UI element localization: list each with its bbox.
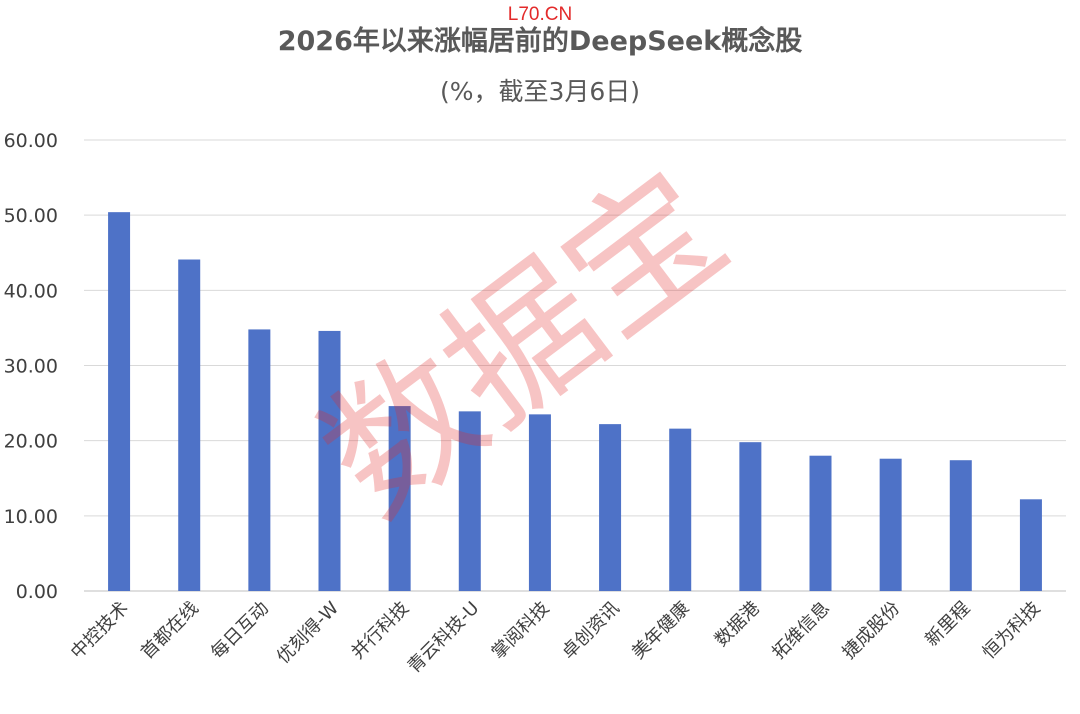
chart-title: 2026年以来涨幅居前的DeepSeek概念股 <box>278 25 803 57</box>
bar <box>599 424 622 591</box>
y-tick-label: 0.00 <box>16 581 58 603</box>
x-tick-label: 中控技术 <box>67 598 133 664</box>
y-tick-label: 20.00 <box>4 431 58 453</box>
x-tick-label: 恒为科技 <box>979 598 1045 664</box>
bar <box>388 406 411 591</box>
y-tick-label: 30.00 <box>4 356 58 378</box>
bar <box>458 411 481 591</box>
bar <box>178 259 201 591</box>
bar <box>528 414 551 591</box>
x-tick-label: 首都在线 <box>137 598 203 664</box>
x-tick-label: 青云科技-U <box>404 598 484 678</box>
x-tick-label: 掌阅科技 <box>488 598 554 664</box>
bar <box>1019 499 1042 591</box>
x-tick-label: 拓维信息 <box>768 598 834 664</box>
bar <box>318 330 341 591</box>
bar <box>248 329 271 591</box>
x-tick-label: 每日互动 <box>207 598 273 664</box>
y-tick-label: 60.00 <box>4 130 58 152</box>
y-tick-label: 40.00 <box>4 280 58 302</box>
y-tick-label: 10.00 <box>4 506 58 528</box>
gridlines <box>84 139 1066 592</box>
bar <box>809 455 832 591</box>
bars <box>108 212 1042 591</box>
y-axis-ticks: 0.00 10.00 20.00 30.00 40.00 50.00 60.00 <box>4 130 58 603</box>
x-tick-label: 美年健康 <box>628 598 694 664</box>
bar <box>949 460 972 591</box>
bar <box>108 212 131 591</box>
chart-subtitle: (%，截至3月6日) <box>440 77 640 106</box>
y-tick-label: 50.00 <box>4 205 58 227</box>
x-tick-label: 数据港 <box>711 598 764 651</box>
x-tick-label: 捷成股份 <box>838 598 904 664</box>
x-tick-label: 新里程 <box>921 598 974 651</box>
bar <box>669 428 692 591</box>
top-watermark: L70.CN <box>507 4 573 25</box>
x-tick-label: 优刻得-W <box>273 598 343 668</box>
x-tick-label: 并行科技 <box>347 598 413 664</box>
x-tick-label: 卓创资讯 <box>558 598 624 664</box>
x-axis-labels: 中控技术 首都在线 每日互动 优刻得-W 并行科技青云科技-U 掌阅科技 卓创资讯 美年健康数… <box>67 598 1045 678</box>
bar <box>739 442 762 591</box>
bar <box>879 458 902 591</box>
